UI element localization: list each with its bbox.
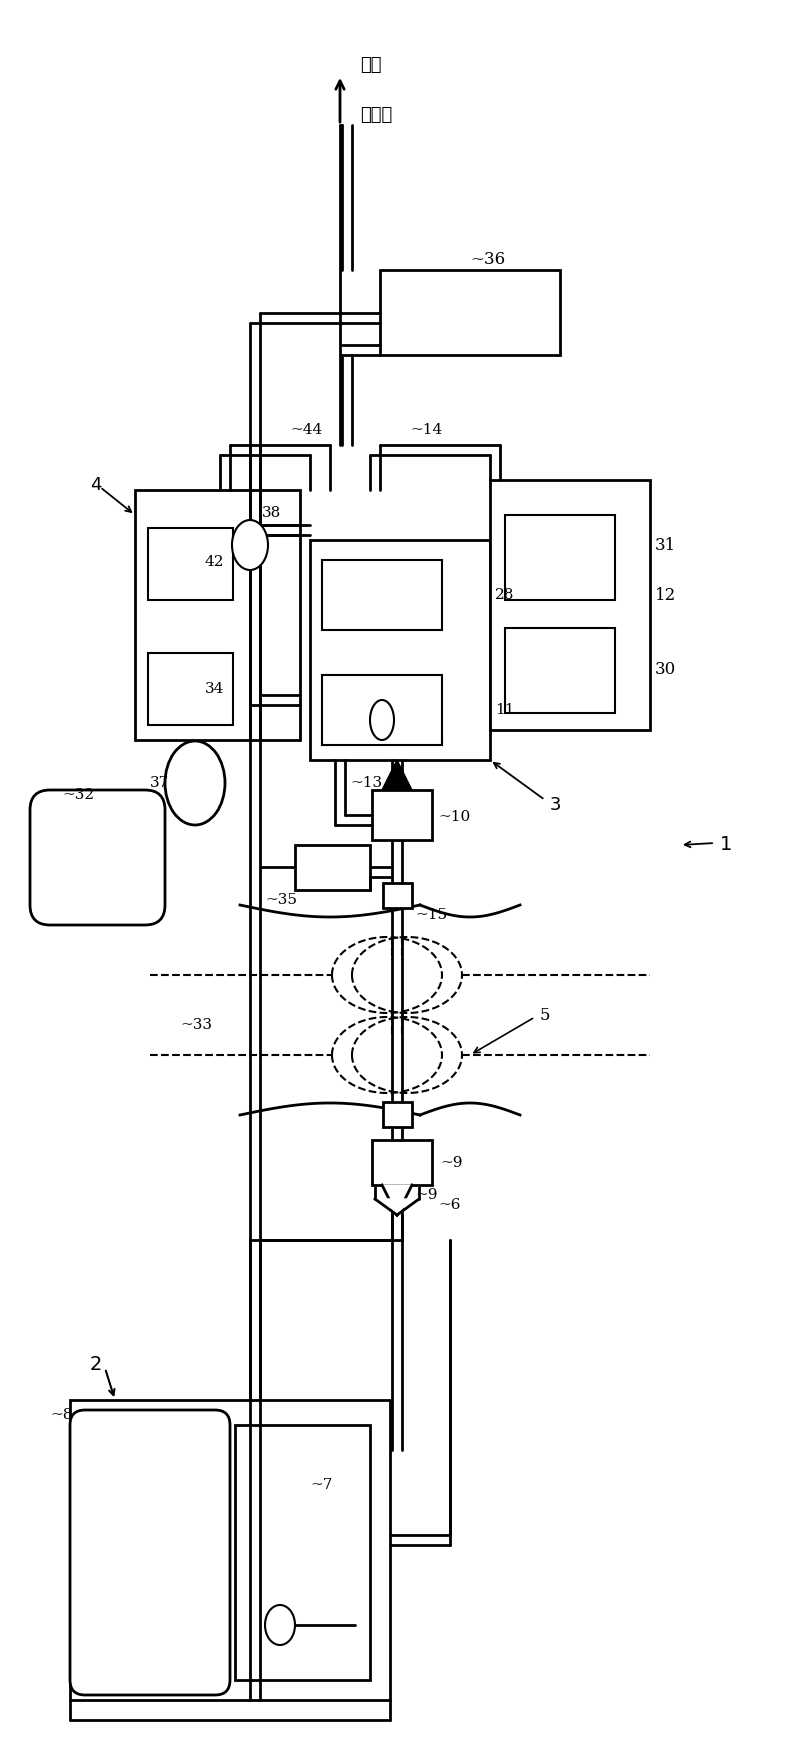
Text: ~9: ~9 (415, 1188, 438, 1202)
Text: ~6: ~6 (438, 1199, 461, 1213)
Text: ~8: ~8 (50, 1408, 72, 1422)
Text: 11: 11 (495, 704, 514, 718)
Bar (322, 676, 442, 746)
Text: 4: 4 (90, 476, 102, 493)
Bar (310, 541, 490, 760)
Text: 1: 1 (720, 835, 732, 855)
FancyBboxPatch shape (30, 790, 165, 925)
Bar (380, 270, 560, 355)
Bar (505, 514, 615, 600)
Text: ~15: ~15 (415, 907, 447, 921)
Text: ~35: ~35 (265, 893, 297, 907)
Polygon shape (382, 760, 412, 790)
Ellipse shape (232, 519, 268, 570)
Bar (372, 1141, 432, 1185)
Polygon shape (382, 1185, 412, 1214)
Bar (372, 790, 432, 841)
Text: 28: 28 (495, 588, 514, 602)
Text: ~7: ~7 (310, 1478, 332, 1492)
Text: 流向: 流向 (360, 56, 382, 74)
Ellipse shape (265, 1606, 295, 1644)
Text: 30: 30 (655, 662, 676, 679)
Text: 吸引源: 吸引源 (360, 105, 392, 125)
Text: ~33: ~33 (180, 1018, 212, 1032)
Bar (148, 528, 233, 600)
Text: 37: 37 (150, 776, 170, 790)
Polygon shape (375, 1186, 419, 1214)
Text: 38: 38 (262, 505, 282, 519)
Text: 31: 31 (655, 537, 676, 553)
Ellipse shape (165, 741, 225, 825)
Bar (70, 1400, 390, 1701)
Text: 5: 5 (540, 1007, 550, 1023)
Text: 2: 2 (90, 1355, 102, 1374)
Text: ~9: ~9 (440, 1157, 462, 1171)
Text: 34: 34 (205, 683, 224, 697)
Text: 3: 3 (550, 797, 562, 814)
Bar (505, 628, 615, 713)
Text: ~44: ~44 (290, 423, 322, 437)
Text: ~14: ~14 (410, 423, 442, 437)
Bar (322, 560, 442, 630)
Bar (135, 490, 300, 741)
Ellipse shape (370, 700, 394, 741)
Text: ~10: ~10 (438, 811, 470, 825)
FancyBboxPatch shape (70, 1409, 230, 1695)
Bar (490, 481, 650, 730)
Text: 12: 12 (655, 586, 676, 604)
Text: ~32: ~32 (62, 788, 94, 802)
Bar (148, 653, 233, 725)
Text: 42: 42 (205, 555, 225, 569)
Bar (235, 1425, 370, 1680)
Bar (295, 844, 370, 890)
Text: ~13: ~13 (350, 776, 382, 790)
Bar (383, 1102, 412, 1127)
Bar (383, 883, 412, 907)
Text: ~36: ~36 (470, 251, 505, 269)
